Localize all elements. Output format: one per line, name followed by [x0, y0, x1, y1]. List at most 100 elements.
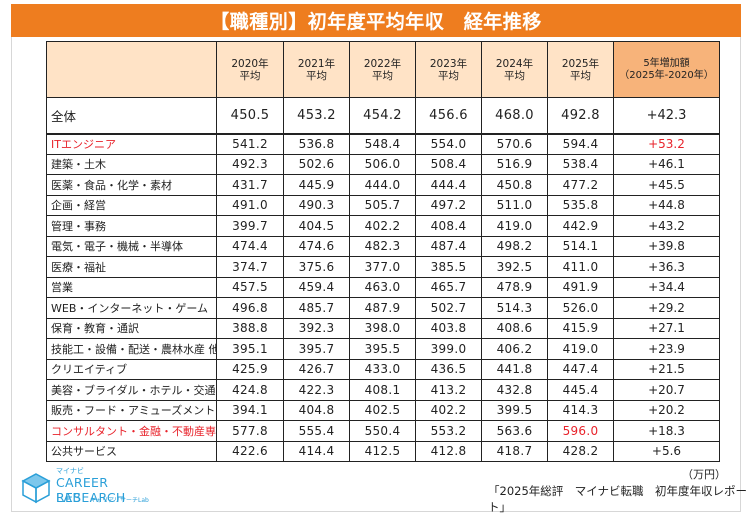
value-cell: 398.0	[349, 317, 416, 339]
value-cell: 419.0	[547, 338, 614, 360]
value-cell: 402.2	[349, 215, 416, 237]
total-row: 全体 450.5 453.2 454.2 456.6 468.0 492.8 +…	[46, 97, 720, 135]
value-cell: 459.4	[283, 276, 350, 298]
value-cell: 392.5	[481, 256, 548, 278]
table-row: 企画・経営 491.0 490.3 505.7 497.2 511.0 535.8 +44.8	[46, 194, 720, 216]
value-cell: 548.4	[349, 133, 416, 155]
value-cell: 442.9	[547, 215, 614, 237]
value-cell: 436.5	[415, 358, 482, 380]
value-cell: 394.1	[216, 399, 284, 421]
increase-cell: +39.8	[613, 235, 720, 257]
unit-label: （万円）	[682, 468, 726, 481]
value-cell: 431.7	[216, 174, 284, 196]
value-cell: 428.2	[547, 440, 614, 462]
table-row: 販売・フード・アミューズメント 394.1 404.8 402.5 402.2 399.5…	[46, 399, 720, 421]
header-category	[46, 41, 217, 98]
table-row: 保育・教育・通訳 388.8 392.3 398.0 403.8 408.6 415.9 +2…	[46, 317, 720, 339]
value-cell: 482.3	[349, 235, 416, 257]
table-row: 医薬・食品・化学・素材 431.7 445.9 444.0 444.4 450.8 477.…	[46, 174, 720, 196]
table-row: クリエイティブ 425.9 426.7 433.0 436.5 441.8 447.4 +21…	[46, 358, 720, 380]
value-cell: 465.7	[415, 276, 482, 298]
value-cell: 418.7	[481, 440, 548, 462]
cube-logo-icon	[21, 473, 51, 504]
value-cell: 478.9	[481, 276, 548, 298]
value-cell: 444.0	[349, 174, 416, 196]
category-cell: 医療・福祉	[46, 256, 217, 278]
value-cell: 414.4	[283, 440, 350, 462]
value-cell: 477.2	[547, 174, 614, 196]
category-cell: 企画・経営	[46, 194, 217, 216]
page-title: 【職種別】初年度平均年収 経年推移	[210, 11, 542, 33]
increase-cell: +18.3	[613, 420, 720, 442]
value-cell: 453.2	[283, 97, 350, 135]
table-row: 公共サービス 422.6 414.4 412.5 412.8 418.7 428.2 +5.6	[46, 440, 720, 462]
value-cell: 408.6	[481, 317, 548, 339]
header-row: 2020年 平均 2021年 平均 2022年 平均 2023年 平均 2024年 平均 …	[46, 41, 720, 98]
category-cell: 保育・教育・通訳	[46, 317, 217, 339]
increase-cell: +5.6	[613, 440, 720, 462]
value-cell: 419.0	[481, 215, 548, 237]
value-cell: 385.5	[415, 256, 482, 278]
increase-cell: +44.8	[613, 194, 720, 216]
value-cell: 456.6	[415, 97, 482, 135]
value-cell: 399.5	[481, 399, 548, 421]
value-cell: 404.5	[283, 215, 350, 237]
category-cell: 美容・ブライダル・ホテル・交通	[46, 379, 217, 401]
table-row: 技能工・設備・配送・農林水産 他 395.1 395.7 395.5 399.0 406.…	[46, 338, 720, 360]
value-cell: 554.0	[415, 133, 482, 155]
value-cell: 555.4	[283, 420, 350, 442]
value-cell: 563.6	[481, 420, 548, 442]
value-cell: 497.2	[415, 194, 482, 216]
value-cell: 377.0	[349, 256, 416, 278]
increase-cell: +53.2	[613, 133, 720, 155]
header-year: 2025年 平均	[547, 41, 614, 98]
value-cell: 403.8	[415, 317, 482, 339]
value-cell: 526.0	[547, 297, 614, 319]
logo-line2: LAB	[56, 490, 82, 505]
value-cell: 487.4	[415, 235, 482, 257]
increase-cell: +29.2	[613, 297, 720, 319]
category-cell: クリエイティブ	[46, 358, 217, 380]
increase-cell: +20.2	[613, 399, 720, 421]
value-cell: 413.2	[415, 379, 482, 401]
value-cell: 399.0	[415, 338, 482, 360]
value-cell: 412.5	[349, 440, 416, 462]
increase-cell: +27.1	[613, 317, 720, 339]
logo-tagline: キャリアリサーチLab	[90, 497, 149, 504]
value-cell: 395.5	[349, 338, 416, 360]
category-cell: 技能工・設備・配送・農林水産 他	[46, 338, 217, 360]
header-increase: 5年増加額 （2025年-2020年）	[613, 41, 720, 98]
header-year: 2022年 平均	[349, 41, 416, 98]
title-bar: 【職種別】初年度平均年収 経年推移	[11, 4, 741, 37]
increase-cell: +21.5	[613, 358, 720, 380]
value-cell: 426.7	[283, 358, 350, 380]
category-cell: 管理・事務	[46, 215, 217, 237]
category-cell: コンサルタント・金融・不動産専門職	[46, 420, 217, 442]
increase-cell: +36.3	[613, 256, 720, 278]
value-cell: 408.4	[415, 215, 482, 237]
category-cell: 営業	[46, 276, 217, 298]
value-cell: 577.8	[216, 420, 284, 442]
value-cell: 450.8	[481, 174, 548, 196]
increase-cell: +20.7	[613, 379, 720, 401]
value-cell: 399.7	[216, 215, 284, 237]
value-cell: 468.0	[481, 97, 548, 135]
category-cell: 建築・土木	[46, 153, 217, 175]
value-cell: 392.3	[283, 317, 350, 339]
category-cell: 全体	[46, 97, 217, 135]
value-cell: 536.8	[283, 133, 350, 155]
value-cell: 406.2	[481, 338, 548, 360]
value-cell: 432.8	[481, 379, 548, 401]
header-year: 2021年 平均	[283, 41, 350, 98]
value-cell: 541.2	[216, 133, 284, 155]
logo-brand-small: マイナビ	[56, 467, 84, 475]
value-cell: 412.8	[415, 440, 482, 462]
value-cell: 402.2	[415, 399, 482, 421]
value-cell: 490.3	[283, 194, 350, 216]
value-cell: 441.8	[481, 358, 548, 380]
value-cell: 502.7	[415, 297, 482, 319]
value-cell: 508.4	[415, 153, 482, 175]
increase-cell: +46.1	[613, 153, 720, 175]
value-cell: 445.9	[283, 174, 350, 196]
table-row: ITエンジニア 541.2 536.8 548.4 554.0 570.6 594.4 +53…	[46, 133, 720, 155]
